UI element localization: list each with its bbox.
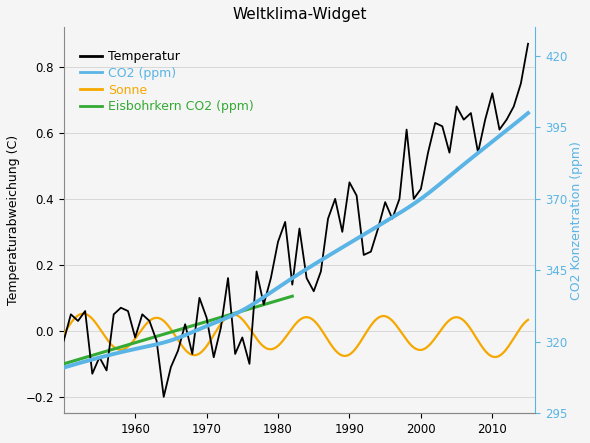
- Y-axis label: CO2 Konzentration (ppm): CO2 Konzentration (ppm): [570, 141, 583, 300]
- Y-axis label: Temperaturabweichung (C): Temperaturabweichung (C): [7, 135, 20, 305]
- Title: Weltklima-Widget: Weltklima-Widget: [232, 7, 367, 22]
- Legend: Temperatur, CO2 (ppm), Sonne, Eisbohrkern CO2 (ppm): Temperatur, CO2 (ppm), Sonne, Eisbohrker…: [75, 45, 259, 118]
